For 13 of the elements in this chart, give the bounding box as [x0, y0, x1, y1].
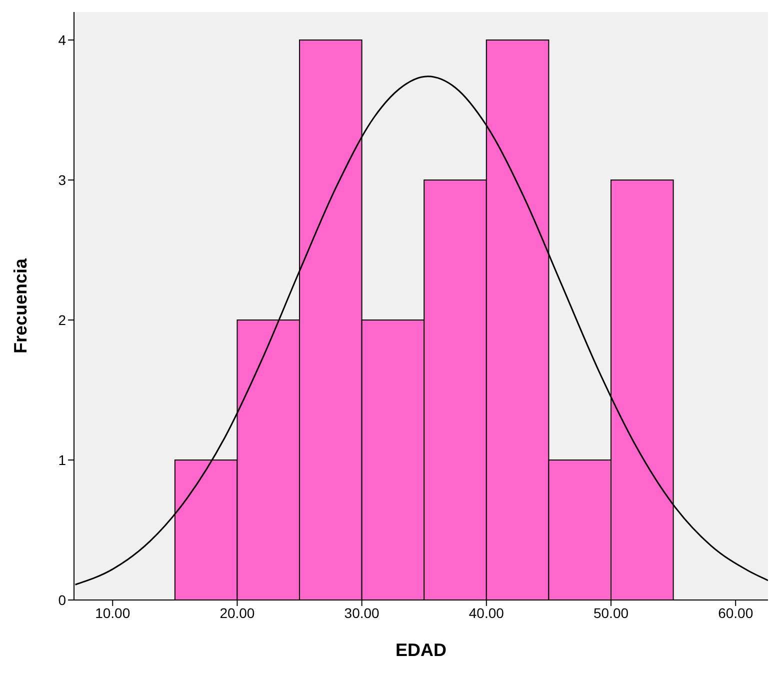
x-axis-title: EDAD — [395, 640, 447, 660]
x-tick-label: 40.00 — [468, 604, 504, 621]
y-tick-label: 1 — [58, 452, 66, 468]
y-tick-label: 2 — [58, 312, 66, 328]
y-tick-label: 3 — [58, 172, 66, 188]
y-tick-label: 4 — [58, 32, 66, 48]
x-tick-label: 10.00 — [95, 604, 130, 621]
x-tick-label: 20.00 — [220, 604, 255, 621]
y-axis-title: Frecuencia — [10, 257, 30, 354]
x-tick-label: 60.00 — [718, 604, 754, 621]
x-tick-label: 30.00 — [344, 604, 380, 621]
y-tick-label: 0 — [58, 592, 66, 608]
x-tick-label: 50.00 — [593, 604, 629, 621]
